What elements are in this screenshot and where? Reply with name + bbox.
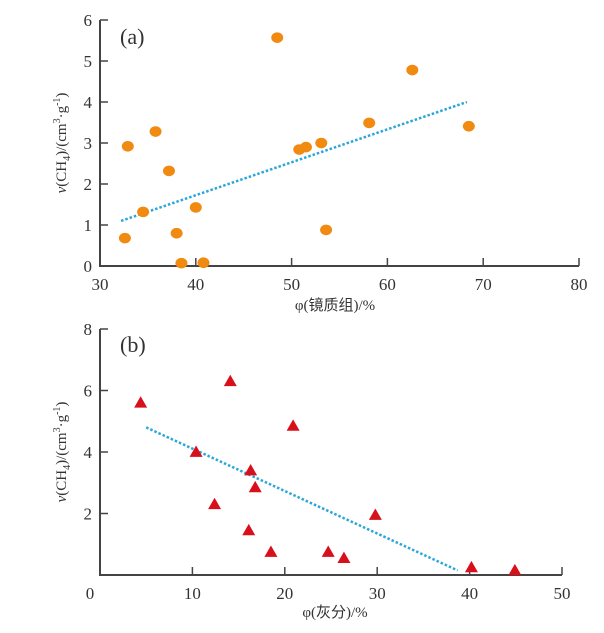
data-point-b-8 <box>286 419 300 431</box>
y-title-a-mid: )/(cm <box>54 123 70 156</box>
data-point-a-16 <box>462 120 475 132</box>
y-tick-label-a: 3 <box>84 134 93 153</box>
x-tick-label-a: 70 <box>475 275 492 294</box>
y-tick-label-a: 2 <box>84 175 93 194</box>
data-point-b-2 <box>208 497 222 510</box>
y-title-b-dot: ·g <box>54 414 70 427</box>
y-tick-label-b: 8 <box>84 320 93 339</box>
data-point-a-5 <box>170 227 183 239</box>
y-title-a-sup1: 3 <box>52 118 63 123</box>
data-point-a-15 <box>406 64 419 76</box>
data-point-b-0 <box>134 396 148 408</box>
data-point-b-1 <box>189 445 203 457</box>
x-tick-label-a: 40 <box>187 275 204 294</box>
x-axis-title-a: φ(镜质组)/% <box>295 296 375 314</box>
data-point-a-13 <box>320 224 333 236</box>
data-point-a-2 <box>137 206 150 218</box>
data-point-a-4 <box>162 165 175 177</box>
y-tick-label-b: 6 <box>84 382 93 401</box>
x-tick-label-b: 10 <box>184 584 201 603</box>
y-tick-label-a: 4 <box>84 93 93 112</box>
y-title-a-v: v <box>54 186 70 193</box>
data-point-a-9 <box>271 32 284 43</box>
data-point-b-6 <box>248 480 262 493</box>
y-title-a-close: ) <box>54 93 70 98</box>
x-tick-label-b: 0 <box>86 584 95 603</box>
y-title-b-sup2: -1 <box>52 407 63 415</box>
data-point-b-3 <box>223 374 237 387</box>
data-point-a-11 <box>299 141 312 153</box>
y-title-b-close: ) <box>54 402 70 407</box>
x-axis-title-b: φ(灰分)/% <box>302 604 367 621</box>
data-point-a-8 <box>197 257 210 269</box>
y-title-a-dot: ·g <box>54 105 70 118</box>
y-title-b-sup1: 3 <box>52 427 63 432</box>
x-tick-label-b: 20 <box>276 584 293 603</box>
trendline-a <box>120 100 468 223</box>
y-title-a-sup2: -1 <box>52 98 63 106</box>
y-title-b-mid: )/(cm <box>54 432 70 465</box>
data-point-a-12 <box>315 137 328 149</box>
data-point-a-0 <box>118 232 131 244</box>
x-tick-label-a: 30 <box>92 275 109 294</box>
data-point-b-5 <box>244 463 258 476</box>
data-point-a-6 <box>175 257 188 269</box>
panel-label-a: (a) <box>120 24 144 49</box>
y-axis-title-a: v(CH4)/(cm3·g-1) <box>52 93 73 194</box>
y-title-b-sub: 4 <box>62 465 73 470</box>
data-point-a-7 <box>189 202 202 213</box>
y-tick-label-a: 0 <box>84 257 93 276</box>
data-point-b-9 <box>321 545 335 557</box>
y-tick-label-b: 2 <box>84 505 93 524</box>
x-tick-label-a: 60 <box>379 275 396 294</box>
data-point-b-7 <box>264 545 278 557</box>
y-title-b-open: (CH <box>54 470 70 496</box>
y-title-b-v: v <box>54 495 70 502</box>
y-title-a-open: (CH <box>54 161 70 187</box>
data-point-b-4 <box>242 523 256 536</box>
x-tick-label-b: 40 <box>461 584 478 603</box>
data-point-a-3 <box>149 126 162 137</box>
x-tick-label-a: 50 <box>283 275 300 294</box>
data-point-a-14 <box>363 117 376 129</box>
x-tick-label-b: 50 <box>554 584 571 603</box>
x-tick-label-b: 30 <box>369 584 386 603</box>
y-tick-label-a: 6 <box>84 11 93 30</box>
y-tick-label-b: 4 <box>84 443 93 462</box>
data-point-b-13 <box>508 563 522 576</box>
x-tick-label-a: 80 <box>571 275 588 294</box>
y-axis-title-b: v(CH4)/(cm3·g-1) <box>52 402 73 503</box>
trendline-b <box>145 426 459 572</box>
data-point-b-12 <box>464 560 478 573</box>
y-tick-label-a: 5 <box>84 52 93 71</box>
panel-label-b: (b) <box>120 332 146 357</box>
data-point-b-10 <box>337 551 351 563</box>
y-title-a-sub: 4 <box>62 156 73 161</box>
y-tick-label-a: 1 <box>84 216 93 235</box>
data-point-b-11 <box>368 508 382 520</box>
data-point-a-1 <box>121 140 134 152</box>
